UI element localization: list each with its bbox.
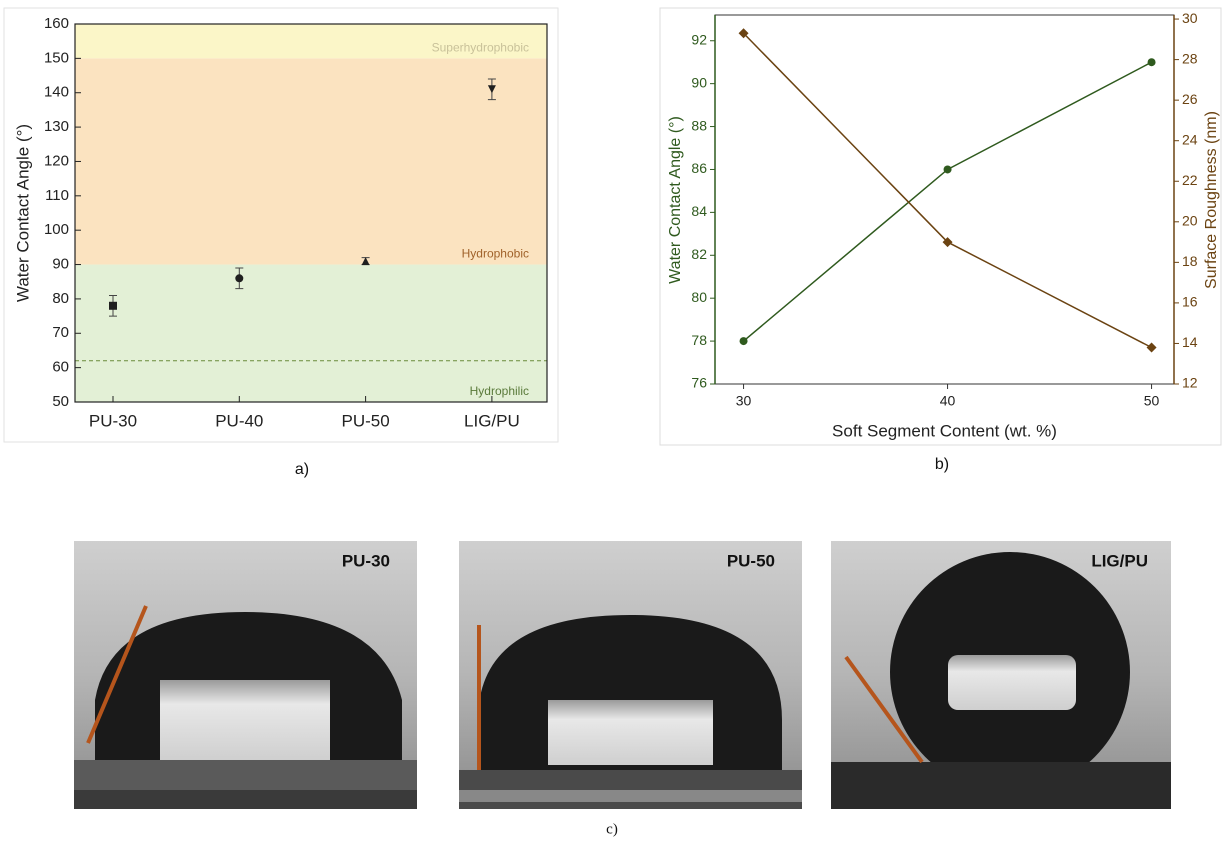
series-line — [743, 32, 1152, 349]
photo-label: PU-50 — [727, 551, 775, 570]
x-tick-label: 50 — [1144, 393, 1160, 409]
region-label: Hydrophilic — [470, 384, 529, 398]
y2-axis-title: Surface Roughness (nm) — [1203, 111, 1220, 289]
y-tick-label: 92 — [691, 31, 707, 47]
marker — [109, 301, 117, 310]
y-tick-label: 50 — [52, 393, 69, 410]
x-tick-label: 40 — [940, 393, 956, 409]
y-tick-label: 80 — [52, 290, 69, 307]
marker — [943, 165, 952, 174]
marker — [235, 274, 244, 283]
marker — [738, 28, 749, 39]
y-tick-label: 120 — [44, 152, 69, 169]
y-tick-label: 70 — [52, 324, 69, 341]
region — [75, 24, 547, 59]
y-tick-label: 90 — [52, 256, 69, 273]
y-tick-label: 160 — [44, 15, 69, 32]
y-axis-title: Water Contact Angle (°) — [667, 116, 684, 284]
photo-label: LIG/PU — [1091, 551, 1148, 570]
x-tick-label: 30 — [736, 393, 752, 409]
marker — [1147, 58, 1156, 67]
photo — [831, 541, 1171, 809]
y2-tick-label: 22 — [1182, 172, 1198, 188]
y2-tick-label: 24 — [1182, 131, 1198, 147]
y2-tick-label: 14 — [1182, 334, 1198, 350]
y-tick-label: 84 — [691, 203, 707, 219]
y-tick-label: 100 — [44, 221, 69, 238]
marker — [739, 337, 748, 346]
y-tick-label: 90 — [691, 74, 707, 90]
x-tick-label: LIG/PU — [464, 411, 520, 430]
region — [75, 264, 547, 402]
y2-tick-label: 16 — [1182, 294, 1198, 310]
y-axis-title: Water Contact Angle (°) — [13, 124, 32, 302]
panel-caption: c) — [606, 821, 618, 837]
x-tick-label: PU-50 — [342, 411, 390, 430]
y2-tick-label: 18 — [1182, 253, 1198, 269]
y-tick-label: 80 — [691, 289, 707, 305]
y-tick-label: 150 — [44, 49, 69, 66]
plot-frame — [74, 23, 548, 403]
x-axis-title: Soft Segment Content (wt. %) — [832, 421, 1057, 440]
marker — [1146, 342, 1157, 353]
y2-tick-label: 30 — [1182, 10, 1198, 26]
region — [75, 58, 547, 265]
series-line — [743, 61, 1152, 342]
y2-tick-label: 28 — [1182, 50, 1198, 66]
y-tick-label: 76 — [691, 375, 707, 391]
marker — [361, 257, 370, 266]
y-tick-label: 60 — [52, 359, 69, 376]
x-tick-label: PU-30 — [89, 411, 137, 430]
region-label: Superhydrophobic — [432, 41, 529, 55]
y-tick-label: 82 — [691, 246, 707, 262]
y-tick-label: 78 — [691, 332, 707, 348]
marker — [942, 237, 953, 248]
region-label: Hydrophobic — [462, 247, 529, 261]
y-tick-label: 86 — [691, 160, 707, 176]
plot-frame — [714, 14, 1175, 385]
y2-tick-label: 20 — [1182, 213, 1198, 229]
panel-frame — [3, 7, 559, 443]
x-tick-label: PU-40 — [215, 411, 263, 430]
y2-tick-label: 26 — [1182, 91, 1198, 107]
photo-label: PU-30 — [342, 551, 390, 570]
panel-caption: b) — [935, 456, 949, 473]
y-tick-label: 130 — [44, 118, 69, 135]
photo — [74, 541, 417, 809]
marker — [487, 85, 496, 94]
y-tick-label: 110 — [45, 187, 69, 204]
y-tick-label: 140 — [44, 84, 69, 101]
photo — [459, 541, 802, 809]
y2-tick-label: 12 — [1182, 375, 1198, 391]
panel-frame — [659, 7, 1222, 446]
y-tick-label: 88 — [691, 117, 707, 133]
panel-caption: a) — [295, 461, 309, 478]
